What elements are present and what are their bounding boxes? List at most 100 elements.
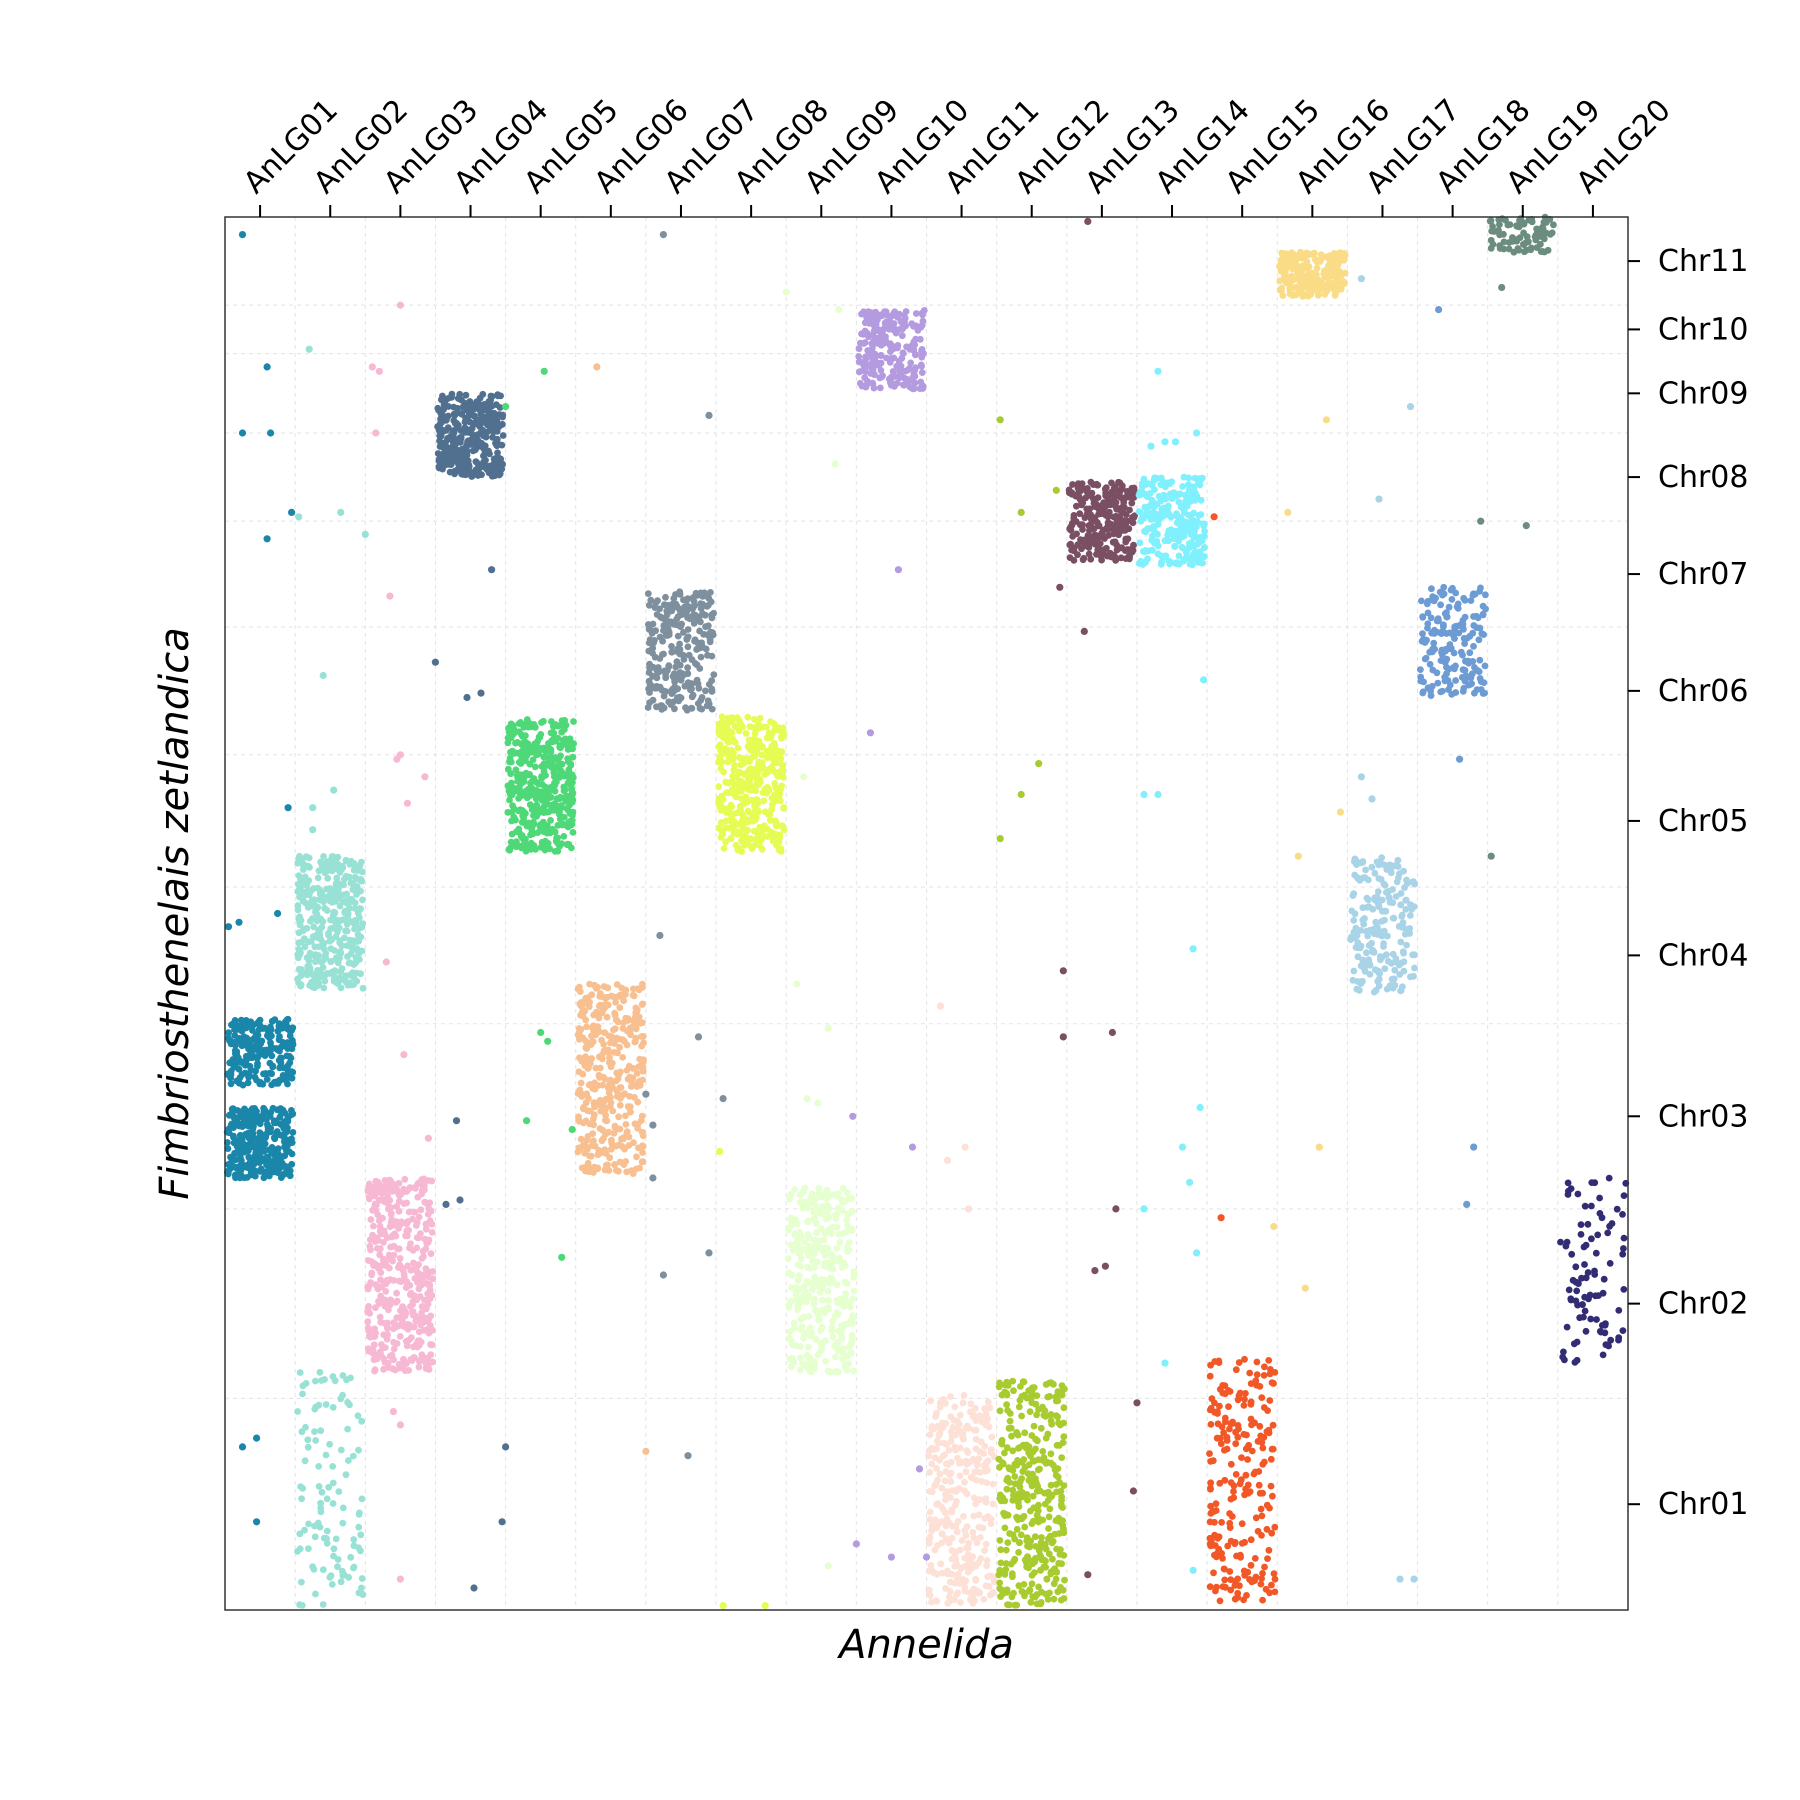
data-point [1122,535,1130,543]
data-point [435,426,443,434]
data-point [467,436,474,444]
data-point [305,887,313,894]
data-point [320,853,327,860]
data-point [242,1052,250,1060]
data-point [744,786,752,793]
data-point [1094,494,1102,501]
data-point [704,622,712,630]
data-point [365,1257,372,1264]
data-point [1246,1369,1254,1377]
data-point [301,943,309,951]
data-point [315,934,322,942]
data-point [780,826,788,834]
data-point [408,1323,415,1331]
data-point [845,1239,853,1246]
data-point [235,1121,243,1129]
data-point [787,1363,795,1371]
data-point [604,1161,611,1169]
data-point [1011,1473,1019,1480]
data-point [316,1368,324,1376]
data-point [296,966,303,974]
data-point [872,323,880,331]
data-point [936,1399,944,1407]
data-point [838,1334,846,1342]
data-point [335,1488,343,1495]
data-point [738,795,746,803]
data-point [1102,492,1110,500]
data-point [264,1167,272,1174]
data-point [1017,1531,1025,1539]
data-point [720,845,728,852]
data-point [912,310,920,317]
data-point [670,595,678,602]
data-point [233,1077,241,1085]
data-point [674,632,682,640]
data-point [971,1597,978,1605]
data-point [909,374,917,381]
data-point [576,1032,583,1040]
data-point [403,1278,411,1286]
data-point [380,1365,387,1373]
data-point [1189,529,1197,536]
data-point [512,739,519,747]
data-point [765,786,773,794]
data-point [620,1019,627,1027]
data-point [406,1184,414,1191]
data-point [610,1049,618,1056]
data-point [989,1500,997,1508]
data-point [786,1334,793,1342]
data-point [249,1027,256,1034]
data-point [918,363,925,370]
data-point [551,779,558,787]
data-point [998,1436,1006,1444]
data-point [1095,522,1103,530]
data-point [442,439,449,446]
data-point [1070,547,1078,555]
data-point [421,1314,429,1322]
data-point [1037,1600,1045,1608]
data-point [1014,1431,1022,1439]
data-point [633,1153,640,1161]
data-point [1130,486,1138,494]
data-point [634,985,642,993]
data-point [948,1432,956,1440]
data-point [371,1238,379,1245]
data-point [946,1597,954,1605]
data-point [804,1198,811,1205]
data-point [1026,1408,1034,1415]
data-point [665,662,673,669]
data-point [339,1504,347,1512]
data-point [797,1191,804,1199]
data-point [356,956,363,963]
data-point [541,790,548,797]
data-point [596,1064,604,1072]
data-point [294,902,302,909]
data-point [288,1160,296,1168]
data-point [981,1547,988,1554]
data-point [288,1068,295,1075]
data-point [627,1031,634,1039]
data-point [307,917,314,925]
data-point [376,1313,384,1321]
data-point [732,822,739,829]
data-point [1043,1575,1051,1583]
data-point [1003,1588,1011,1596]
data-point [355,1523,363,1531]
data-point [510,726,518,733]
data-point [717,834,725,841]
data-point [285,1148,293,1155]
data-point [753,766,761,774]
data-point [238,1027,246,1035]
data-point [623,1130,631,1138]
data-point [246,1159,254,1167]
data-point [352,866,360,874]
data-point [304,1443,312,1451]
data-point [797,1326,804,1333]
data-point [805,1217,812,1224]
data-point [777,797,784,805]
data-point [1085,490,1092,497]
data-point [1188,539,1195,546]
data-point [536,806,544,813]
data-point [811,1263,818,1271]
data-point [683,706,691,714]
